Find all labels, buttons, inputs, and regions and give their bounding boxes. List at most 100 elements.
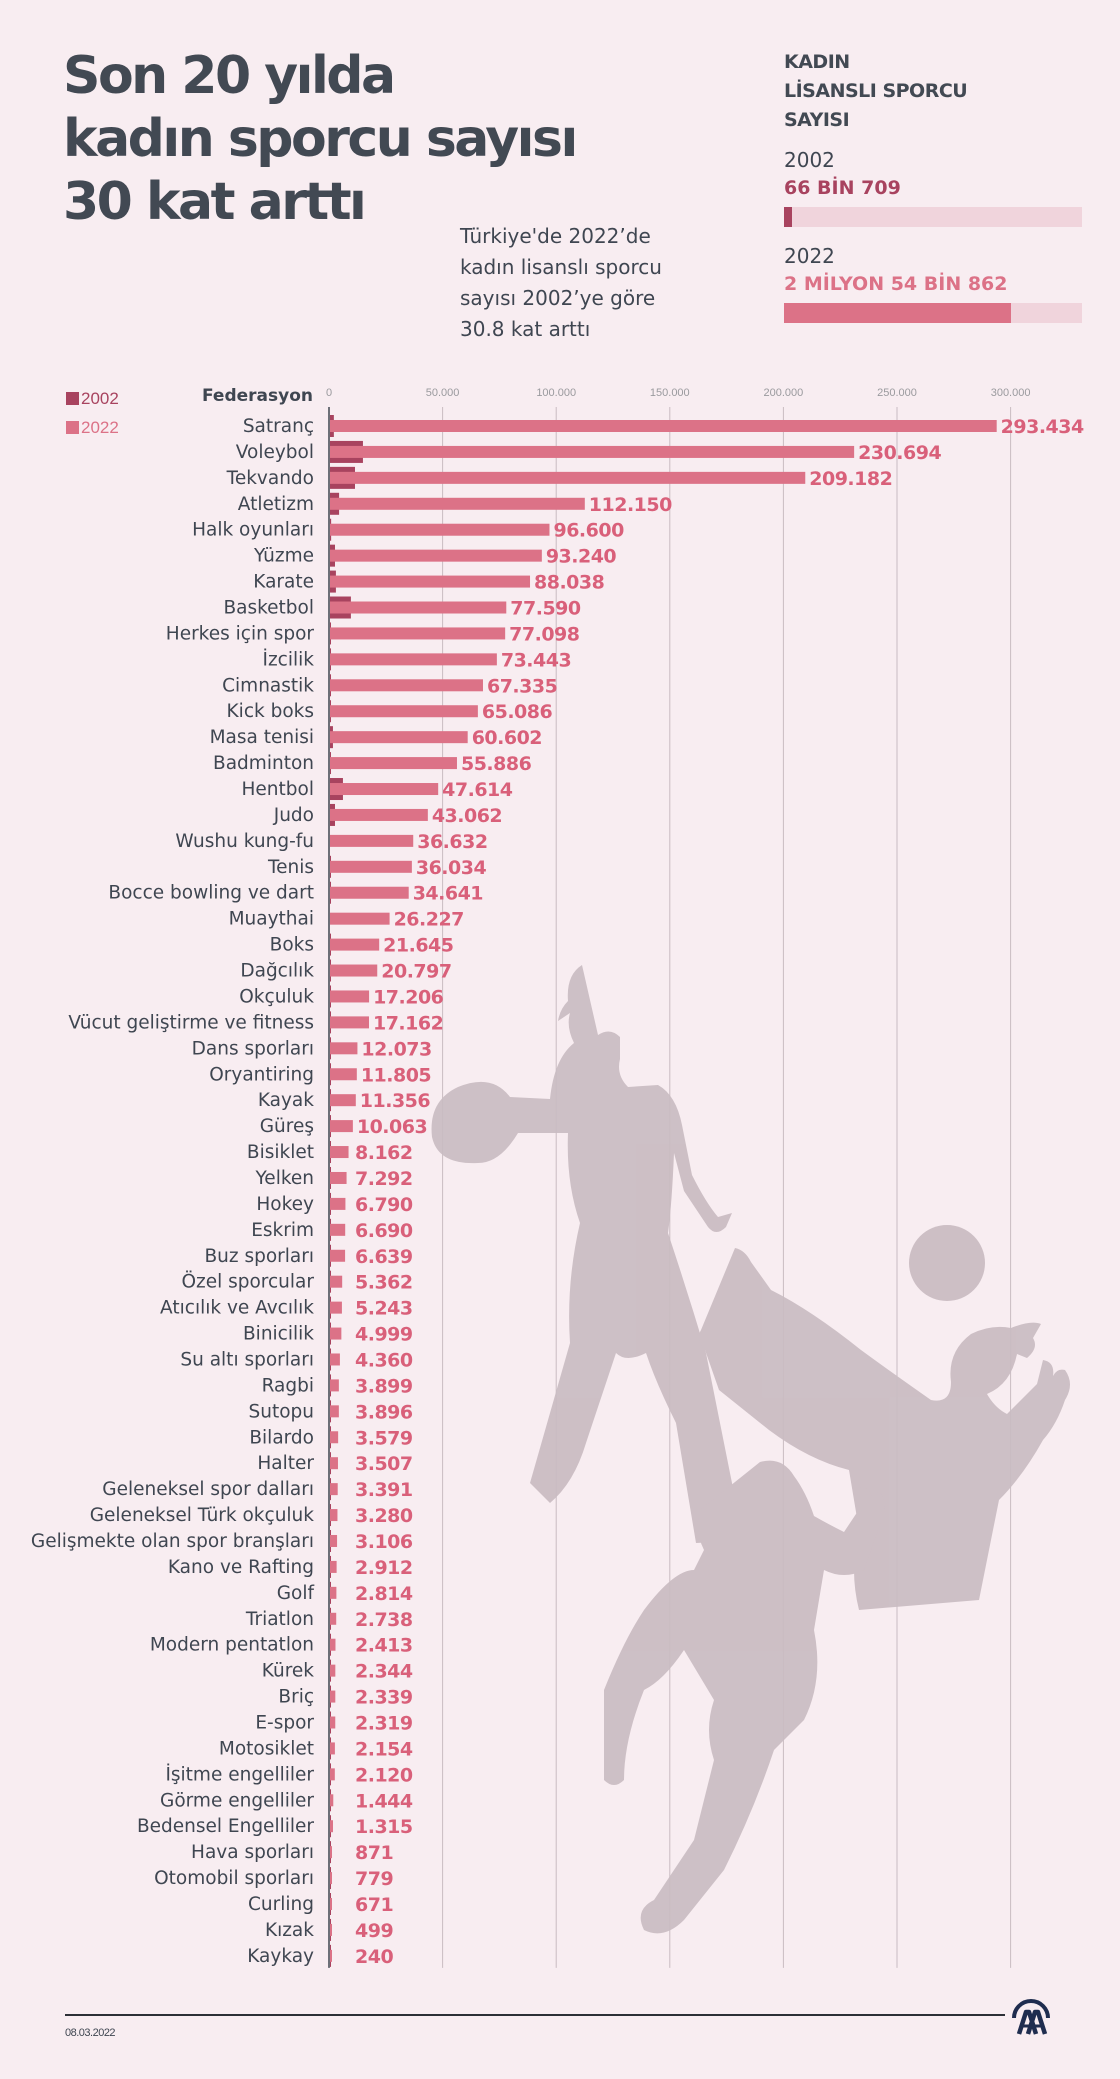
value-label: 6.690 bbox=[355, 1220, 413, 1242]
value-label: 8.162 bbox=[355, 1142, 413, 1164]
category-label: Halter bbox=[257, 1453, 314, 1474]
bar-2022 bbox=[330, 757, 457, 770]
value-label: 112.150 bbox=[589, 494, 672, 516]
summary-value: 66 BİN 709 bbox=[784, 177, 901, 199]
value-label: 73.443 bbox=[501, 649, 571, 671]
legend-swatch-2002 bbox=[66, 392, 79, 405]
value-label: 3.899 bbox=[355, 1375, 413, 1397]
bar-2022 bbox=[330, 1327, 342, 1340]
bar-2022 bbox=[330, 964, 378, 977]
value-label: 11.805 bbox=[361, 1064, 431, 1086]
value-label: 499 bbox=[355, 1920, 393, 1942]
bar-2022 bbox=[330, 1664, 336, 1677]
category-label: Badminton bbox=[213, 753, 314, 774]
bar-2022 bbox=[330, 860, 412, 873]
summary-item-2002: 2002 66 BİN 709 bbox=[784, 148, 1084, 227]
value-label: 36.632 bbox=[417, 831, 487, 853]
subtitle: Türkiye'de 2022’de kadın lisanslı sporcu… bbox=[460, 221, 720, 345]
category-label: Cimnastik bbox=[222, 675, 314, 696]
value-label: 2.339 bbox=[355, 1687, 413, 1709]
summary-panel: KADIN LİSANSLI SPORCU SAYISI 2002 66 BİN… bbox=[784, 48, 1084, 323]
category-label: Hentbol bbox=[242, 779, 314, 800]
category-label: Modern pentatlon bbox=[150, 1635, 314, 1656]
legend-item-2002: 2002 bbox=[66, 384, 119, 413]
bar-2022 bbox=[330, 1898, 332, 1911]
category-label: Su altı sporları bbox=[180, 1349, 314, 1370]
bar-2022 bbox=[330, 679, 483, 692]
category-label: Briç bbox=[278, 1687, 314, 1708]
bar-2022 bbox=[330, 471, 806, 484]
value-label: 65.086 bbox=[482, 701, 553, 723]
bar-2022 bbox=[330, 653, 497, 666]
value-label: 96.600 bbox=[553, 520, 624, 542]
x-tick-label: 0 bbox=[326, 387, 332, 399]
value-label: 93.240 bbox=[546, 546, 617, 568]
category-label: Triatlon bbox=[245, 1609, 314, 1630]
value-label: 2.413 bbox=[355, 1635, 413, 1657]
footer-date: 08.03.2022 bbox=[65, 2027, 116, 2039]
bar-2022 bbox=[330, 1042, 358, 1055]
value-label: 20.797 bbox=[381, 961, 451, 983]
bar-2022 bbox=[330, 1275, 343, 1288]
category-label: Tekvando bbox=[226, 468, 314, 489]
category-label: Güreş bbox=[260, 1116, 314, 1137]
value-label: 1.315 bbox=[355, 1816, 413, 1838]
value-label: 47.614 bbox=[442, 779, 513, 801]
bar-2022 bbox=[330, 834, 414, 847]
category-label: Sutopu bbox=[248, 1401, 314, 1422]
bar-2022 bbox=[330, 1146, 349, 1159]
value-label: 6.790 bbox=[355, 1194, 413, 1216]
summary-bar-fill-2002 bbox=[784, 207, 793, 227]
category-label: Bocce bowling ve dart bbox=[108, 883, 314, 904]
value-label: 17.162 bbox=[373, 1012, 443, 1034]
bar-2022 bbox=[330, 1197, 346, 1210]
value-label: 3.280 bbox=[355, 1505, 413, 1527]
volleyball-ball bbox=[909, 1225, 985, 1301]
summary-title: KADIN LİSANSLI SPORCU SAYISI bbox=[784, 48, 1084, 135]
value-label: 779 bbox=[355, 1868, 393, 1890]
bar-2022 bbox=[330, 1301, 342, 1314]
volleyball-player-silhouette bbox=[698, 1248, 1070, 1610]
bar-2022 bbox=[330, 990, 370, 1003]
category-label: Otomobil sporları bbox=[154, 1868, 314, 1889]
bar-2022 bbox=[330, 1716, 336, 1729]
category-label: Yelken bbox=[254, 1168, 314, 1189]
value-label: 1.444 bbox=[355, 1790, 413, 1812]
bar-2022 bbox=[330, 1923, 332, 1936]
x-tick-label: 50.000 bbox=[426, 387, 460, 399]
value-label: 26.227 bbox=[394, 909, 464, 931]
category-label: Curling bbox=[248, 1894, 314, 1915]
category-label: Muaythai bbox=[229, 909, 314, 930]
category-label: Oryantiring bbox=[209, 1064, 314, 1085]
value-label: 60.602 bbox=[472, 727, 542, 749]
value-label: 2.912 bbox=[355, 1557, 413, 1579]
category-label: Tenis bbox=[267, 857, 314, 878]
legend-label: 2002 bbox=[81, 389, 119, 408]
category-label: Ragbi bbox=[262, 1375, 314, 1396]
subtitle-line: sayısı 2002’ye göre bbox=[460, 286, 656, 310]
x-tick-label: 200.000 bbox=[764, 387, 804, 399]
tennis-player-silhouette bbox=[431, 965, 736, 1543]
value-label: 2.814 bbox=[355, 1583, 413, 1605]
bar-2022 bbox=[330, 705, 478, 718]
category-label: Kaykay bbox=[247, 1946, 314, 1967]
summary-year: 2002 bbox=[784, 148, 835, 172]
value-label: 2.738 bbox=[355, 1609, 413, 1631]
category-label: Judo bbox=[273, 805, 314, 826]
value-label: 6.639 bbox=[355, 1246, 413, 1268]
summary-title-line: KADIN bbox=[784, 51, 850, 73]
value-label: 34.641 bbox=[413, 883, 483, 905]
category-label: Görme engelliler bbox=[160, 1790, 314, 1811]
bar-2022 bbox=[330, 1690, 336, 1703]
category-label: Kızak bbox=[265, 1920, 314, 1941]
value-label: 4.999 bbox=[355, 1324, 413, 1346]
category-label: Eskrim bbox=[251, 1220, 314, 1241]
value-label: 871 bbox=[355, 1842, 393, 1864]
value-label: 5.243 bbox=[355, 1298, 413, 1320]
category-label: Hokey bbox=[256, 1194, 314, 1215]
bar-2022 bbox=[330, 1534, 338, 1547]
category-label: Kayak bbox=[258, 1090, 314, 1111]
title-line-3: 30 kat arttı bbox=[63, 172, 367, 232]
category-label: Bisiklet bbox=[247, 1142, 314, 1163]
x-tick-label: 100.000 bbox=[536, 387, 576, 399]
